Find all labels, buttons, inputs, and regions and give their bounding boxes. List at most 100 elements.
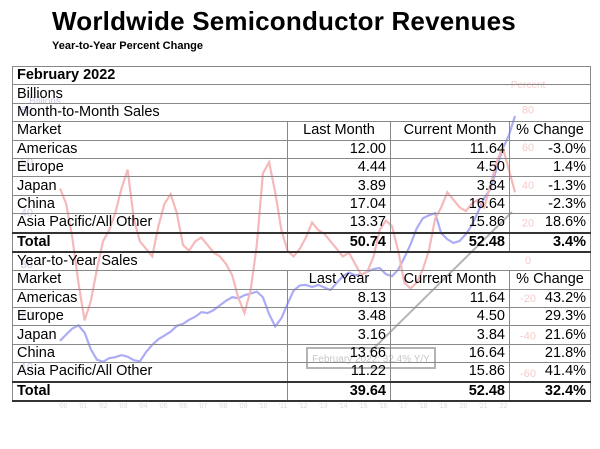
mom-total-row: Total 50.74 52.48 3.4% <box>12 231 592 253</box>
change-cell: -1.3% <box>508 176 592 196</box>
column-header: Market <box>12 270 288 290</box>
x-axis-tick-label: '16 <box>378 403 387 410</box>
yoy-section-row: Year-to-Year Sales <box>11 251 592 272</box>
total-change: 3.4% <box>508 231 592 253</box>
change-cell: 1.4% <box>508 157 592 178</box>
market-cell: Europe <box>12 157 288 178</box>
total-value: 50.74 <box>287 231 391 253</box>
x-axis-tick-label: '10 <box>258 403 267 410</box>
x-axis-tick-label: '04 <box>138 403 147 410</box>
market-cell: China <box>12 343 288 364</box>
table-row: Americas 8.13 11.64 43.2% <box>12 288 592 309</box>
table-row: China 13.66 16.64 21.8% <box>12 343 592 364</box>
x-axis-tick-label: '06 <box>178 403 187 410</box>
total-value: 52.48 <box>390 380 510 403</box>
x-axis-tick-label: '20 <box>458 403 467 410</box>
market-cell: Asia Pacific/All Other <box>12 362 288 383</box>
yoy-header-row: Market Last Year Current Month % Change <box>12 270 592 290</box>
x-axis-tick-label: '13 <box>318 403 327 410</box>
unit-label: Billions <box>11 84 592 104</box>
x-axis-tick-label: '17 <box>398 403 407 410</box>
value-cell: 16.64 <box>390 343 510 364</box>
market-cell: Americas <box>12 139 288 159</box>
table-row: China 17.04 16.64 -2.3% <box>12 194 592 215</box>
page-subtitle: Year-to-Year Percent Change <box>52 40 204 52</box>
total-value: 52.48 <box>390 231 510 253</box>
table-row: Asia Pacific/All Other 11.22 15.86 41.4% <box>12 362 592 383</box>
table-row: Europe 4.44 4.50 1.4% <box>12 157 592 178</box>
x-axis-tick-label: '15 <box>358 403 367 410</box>
total-change: 32.4% <box>508 380 592 403</box>
market-cell: Europe <box>12 307 288 327</box>
value-cell: 11.22 <box>287 362 391 383</box>
page-title: Worldwide Semiconductor Revenues <box>52 6 516 36</box>
x-axis-tick-label: '14 <box>338 403 347 410</box>
value-cell: 3.84 <box>390 325 510 345</box>
x-axis-tick-label: '01 <box>78 403 87 410</box>
x-axis-tick-label: '02 <box>98 403 107 410</box>
x-axis-tick-label: '22 <box>498 403 507 410</box>
value-cell: 16.64 <box>390 194 510 215</box>
value-cell: 4.50 <box>390 307 510 327</box>
change-cell: -2.3% <box>508 194 592 215</box>
yoy-section-label: Year-to-Year Sales <box>11 251 592 272</box>
mom-section-label: Month-to-Month Sales <box>11 102 592 123</box>
column-header: % Change <box>508 121 592 141</box>
x-axis-tick-label: '00 <box>58 403 67 410</box>
value-cell: 11.64 <box>390 288 510 309</box>
value-cell: 17.04 <box>287 194 391 215</box>
value-cell: 3.84 <box>390 176 510 196</box>
market-cell: China <box>12 194 288 215</box>
yoy-total-row: Total 39.64 52.48 32.4% <box>12 380 592 403</box>
change-cell: 29.3% <box>508 307 592 327</box>
x-axis-tick-label: '21 <box>478 403 487 410</box>
table-row: Europe 3.48 4.50 29.3% <box>12 307 592 327</box>
column-header: % Change <box>508 270 592 290</box>
market-cell: Americas <box>12 288 288 309</box>
change-cell: -3.0% <box>508 139 592 159</box>
x-axis-tick-label: '12 <box>298 403 307 410</box>
market-cell: Japan <box>12 325 288 345</box>
table-row: Japan 3.16 3.84 21.6% <box>12 325 592 345</box>
change-cell: 21.6% <box>508 325 592 345</box>
change-cell: 43.2% <box>508 288 592 309</box>
column-header: Last Month <box>287 121 391 141</box>
unit-row: Billions <box>11 84 592 104</box>
mom-header-row: Market Last Month Current Month % Change <box>12 121 592 141</box>
period-label: February 2022 <box>11 65 592 86</box>
change-cell: 18.6% <box>508 213 592 234</box>
column-header: Last Year <box>287 270 391 290</box>
value-cell: 15.86 <box>390 213 510 234</box>
table-row: Japan 3.89 3.84 -1.3% <box>12 176 592 196</box>
table-row: Asia Pacific/All Other 13.37 15.86 18.6% <box>12 213 592 234</box>
x-axis-tick-label: '05 <box>158 403 167 410</box>
change-cell: 41.4% <box>508 362 592 383</box>
x-axis-tick-label: '07 <box>198 403 207 410</box>
table-row: Americas 12.00 11.64 -3.0% <box>12 139 592 159</box>
value-cell: 8.13 <box>287 288 391 309</box>
total-label: Total <box>12 231 288 253</box>
market-cell: Asia Pacific/All Other <box>12 213 288 234</box>
total-label: Total <box>12 380 288 403</box>
value-cell: 3.89 <box>287 176 391 196</box>
total-value: 39.64 <box>287 380 391 403</box>
value-cell: 13.37 <box>287 213 391 234</box>
x-axis-tick-label: '18 <box>418 403 427 410</box>
period-row: February 2022 <box>11 65 592 86</box>
sales-table: February 2022 Billions Month-to-Month Sa… <box>11 65 592 403</box>
column-header: Current Month <box>390 270 510 290</box>
x-axis-tick-label: '09 <box>238 403 247 410</box>
x-axis-tick-label: '08 <box>218 403 227 410</box>
value-cell: 15.86 <box>390 362 510 383</box>
value-cell: 4.44 <box>287 157 391 178</box>
value-cell: 12.00 <box>287 139 391 159</box>
x-axis-tick-label: '03 <box>118 403 127 410</box>
value-cell: 3.16 <box>287 325 391 345</box>
market-cell: Japan <box>12 176 288 196</box>
change-cell: 21.8% <box>508 343 592 364</box>
value-cell: 11.64 <box>390 139 510 159</box>
value-cell: 3.48 <box>287 307 391 327</box>
mom-section-row: Month-to-Month Sales <box>11 102 592 123</box>
value-cell: 13.66 <box>287 343 391 364</box>
x-axis-tick-label: '11 <box>279 403 288 410</box>
